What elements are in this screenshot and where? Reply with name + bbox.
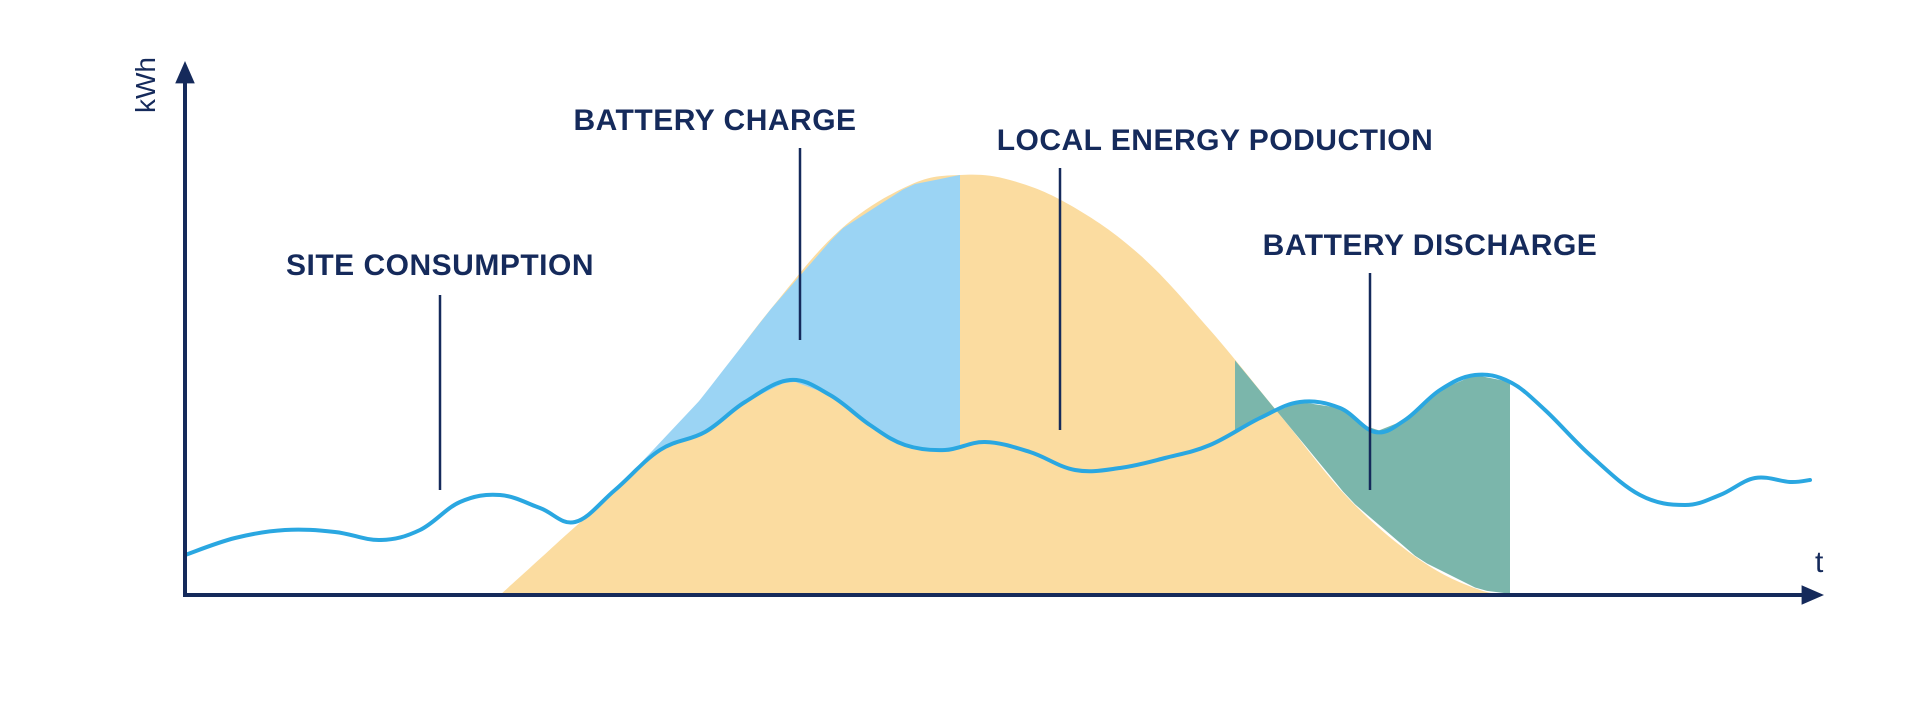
chart-svg: kWh t SITE CONSUMPTION BATTERY CHARGE LOCAL … [0,0,1921,704]
y-axis-label: kWh [130,57,161,113]
energy-chart: kWh t SITE CONSUMPTION BATTERY CHARGE LOCAL … [0,0,1921,704]
label-site_consumption: SITE CONSUMPTION [286,249,594,282]
label-battery_discharge: BATTERY DISCHARGE [1263,229,1598,262]
label-local_production: LOCAL ENERGY PODUCTION [997,124,1434,157]
label-battery_charge: BATTERY CHARGE [573,104,856,137]
x-axis-label: t [1815,546,1824,579]
